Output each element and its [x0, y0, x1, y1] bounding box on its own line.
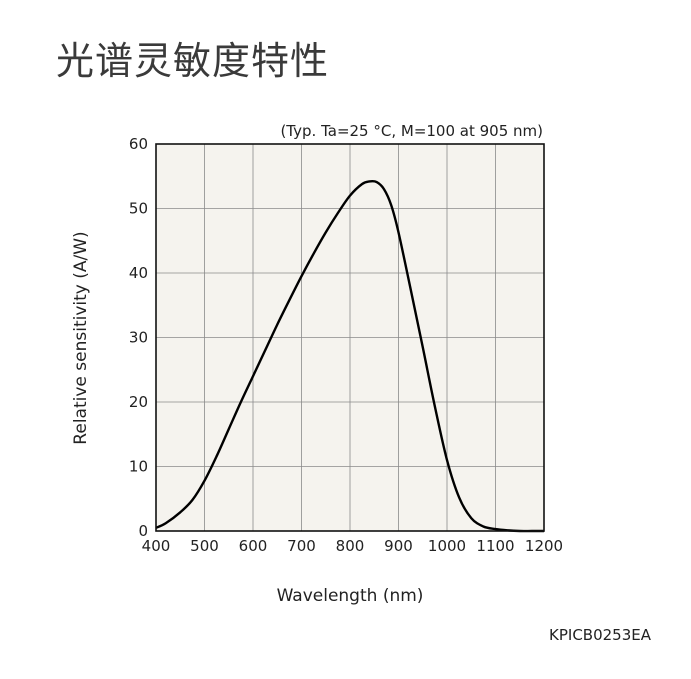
data-point — [376, 181, 378, 183]
data-point — [228, 428, 230, 430]
data-point — [216, 455, 218, 457]
data-point — [458, 496, 460, 499]
data-point — [434, 405, 436, 408]
data-point — [410, 288, 412, 290]
x-tick-label: 900 — [384, 537, 413, 555]
data-point — [240, 401, 242, 403]
y-axis-label: Relative sensitivity (A/W) — [71, 231, 91, 444]
data-point — [165, 522, 167, 524]
data-point — [313, 253, 315, 255]
data-point — [337, 212, 339, 214]
data-point — [368, 180, 370, 183]
x-tick-label: 700 — [287, 537, 316, 555]
y-tick-label: 50 — [129, 200, 148, 218]
plot-frame — [155, 143, 545, 532]
data-point — [446, 459, 448, 461]
y-tick-label: 0 — [138, 522, 148, 540]
data-point — [179, 511, 181, 513]
data-point — [482, 525, 484, 528]
data-point — [191, 499, 193, 501]
y-tick-label: 10 — [129, 458, 148, 476]
chart-subtitle: (Typ. Ta=25 °C, M=100 at 905 nm) — [280, 122, 543, 140]
data-point — [300, 275, 303, 277]
y-tick-label: 20 — [129, 393, 148, 411]
data-point — [264, 349, 266, 351]
y-tick-label: 30 — [129, 329, 148, 347]
figure-code: KPICB0253EA — [549, 626, 651, 644]
data-point — [494, 528, 497, 530]
x-tick-label: 600 — [239, 537, 268, 555]
data-point — [422, 346, 424, 348]
data-point — [349, 195, 351, 197]
x-tick-label: 800 — [336, 537, 365, 555]
data-point — [203, 480, 206, 482]
data-point — [383, 188, 385, 190]
data-point — [361, 183, 363, 185]
data-point — [470, 517, 472, 519]
data-point — [390, 204, 392, 206]
data-point — [276, 324, 278, 326]
x-tick-labels: 400 500 600 700 800 900 1000 1100 1200 — [142, 537, 563, 555]
x-tick-label: 1200 — [525, 537, 563, 555]
x-tick-label: 400 — [142, 537, 171, 555]
y-tick-label: 40 — [129, 264, 148, 282]
x-tick-label: 500 — [190, 537, 219, 555]
data-point — [397, 231, 400, 233]
x-tick-label: 1000 — [428, 537, 466, 555]
y-tick-labels: 0 10 20 30 40 50 60 — [129, 135, 148, 540]
page-heading: 光谱灵敏度特性 — [56, 39, 330, 83]
data-point — [325, 231, 327, 233]
y-tick-label: 60 — [129, 135, 148, 153]
data-point — [252, 375, 254, 377]
data-point — [288, 299, 290, 301]
x-tick-label: 1100 — [476, 537, 514, 555]
x-axis-label: Wavelength (nm) — [277, 586, 424, 606]
